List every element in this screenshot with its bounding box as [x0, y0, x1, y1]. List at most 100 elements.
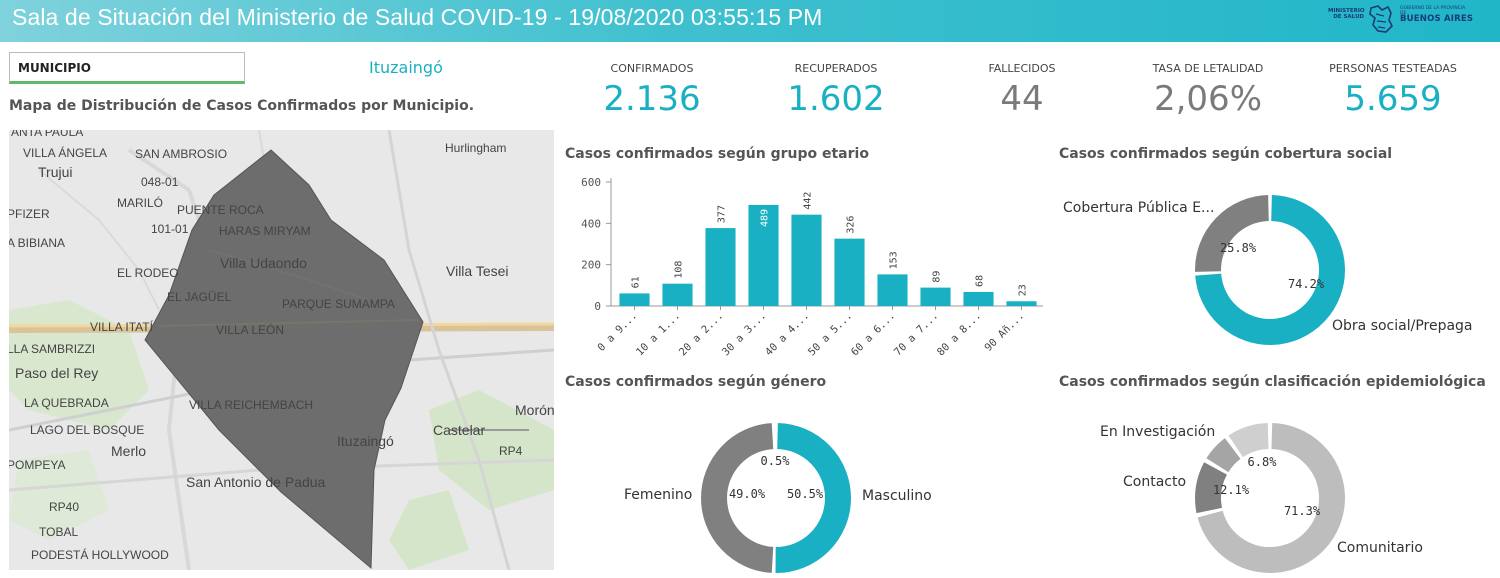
- map-label: Morón: [515, 402, 554, 418]
- map-label: VILLA REICHEMBACH: [189, 398, 314, 412]
- donut-label: Femenino: [624, 487, 693, 503]
- bar[interactable]: [963, 291, 994, 306]
- map-label: Villa Udaondo: [220, 255, 307, 271]
- kpi-label: RECUPERADOS: [794, 62, 878, 75]
- bar[interactable]: [748, 204, 779, 306]
- map-label: PUENTE ROCA: [177, 203, 264, 217]
- x-tick-label: 70 a 7...: [892, 310, 941, 359]
- logo-ministry-text: MINISTERIO DE SALUD: [1328, 8, 1365, 20]
- donut-slice[interactable]: [1195, 195, 1345, 345]
- kpi-personas-testeadas: PERSONAS TESTEADAS 5.659: [1318, 62, 1468, 119]
- donut-percent-label: 0.5%: [761, 454, 791, 468]
- province-shield-icon: [1369, 5, 1393, 33]
- map-label: Paso del Rey: [15, 365, 99, 381]
- bar-value-label: 153: [889, 251, 900, 269]
- map-label: HARAS MIRYAM: [219, 224, 311, 238]
- kpi-label: PERSONAS TESTEADAS: [1329, 62, 1457, 75]
- epi-chart-title: Casos confirmados según clasificación ep…: [1059, 374, 1486, 390]
- logo-gov-text: GOBIERNO DE LA PROVINCIA DE: [1400, 6, 1466, 16]
- map-label: ANTA PAULA: [11, 130, 84, 139]
- kpi-value: 1.602: [787, 79, 885, 119]
- map-label: MARILÓ: [117, 196, 164, 210]
- map-label: TOBAL: [39, 525, 79, 539]
- donut-slice[interactable]: [1195, 462, 1228, 514]
- x-tick-label: 0 a 9...: [595, 310, 639, 354]
- municipio-filter[interactable]: MUNICIPIO: [9, 52, 245, 84]
- bar-value-label: 442: [803, 192, 814, 210]
- distribution-map[interactable]: ANTA PAULA VILLA ÁNGELA SAN AMBROSIO Hur…: [9, 130, 554, 570]
- logo-province-text: BUENOS AIRES: [1400, 14, 1474, 24]
- kpi-value: 44: [1000, 79, 1044, 119]
- coverage-donut-chart[interactable]: 25.8% 74.2%: [1190, 190, 1350, 350]
- age-bar-chart[interactable]: 0 200 400 600 61 0 a 9... 108 10 a 1... 377 20 a …: [565, 170, 1045, 360]
- kpi-confirmados: CONFIRMADOS 2.136: [592, 62, 712, 119]
- header-bar: Sala de Situación del Ministerio de Salu…: [0, 0, 1500, 42]
- municipio-filter-label: MUNICIPIO: [18, 61, 91, 75]
- kpi-value: 2,06%: [1153, 79, 1262, 119]
- bar[interactable]: [619, 293, 650, 306]
- x-tick-label: 50 a 5...: [806, 310, 855, 359]
- donut-percent-label: 25.8%: [1220, 241, 1257, 255]
- map-title: Mapa de Distribución de Casos Confirmado…: [9, 98, 475, 114]
- donut-slice[interactable]: [775, 423, 851, 573]
- bar-value-label: 489: [760, 209, 771, 227]
- map-label: San Antonio de Padua: [186, 474, 326, 490]
- map-label: A BIBIANA: [9, 236, 66, 250]
- bar[interactable]: [877, 274, 908, 306]
- bar[interactable]: [705, 228, 736, 306]
- map-label: Villa Tesei: [446, 263, 509, 279]
- donut-slice[interactable]: [1197, 423, 1345, 573]
- donut-label: Cobertura Pública E...: [1063, 200, 1215, 216]
- ministry-logo: MINISTERIO DE SALUD GOBIERNO DE LA PROVI…: [1318, 2, 1478, 38]
- bar-value-label: 89: [932, 271, 943, 283]
- map-label: 101-01: [151, 222, 189, 236]
- map-label: VILLA ITATÍ: [90, 320, 153, 334]
- kpi-value: 5.659: [1344, 79, 1442, 119]
- donut-label: Comunitario: [1337, 540, 1423, 556]
- donut-percent-label: 6.8%: [1248, 455, 1278, 469]
- coverage-chart-title: Casos confirmados según cobertura social: [1059, 146, 1393, 162]
- map-label: RP40: [49, 500, 80, 514]
- map-label: LLA SAMBRIZZI: [9, 342, 96, 356]
- map-label: Trujui: [38, 164, 73, 180]
- y-tick-label: 200: [581, 259, 601, 272]
- donut-label: Contacto: [1123, 474, 1187, 490]
- map-canvas: [9, 130, 554, 570]
- map-label: PARQUE SUMAMPA: [282, 297, 395, 311]
- map-label: EL RODEO: [117, 266, 179, 280]
- gender-donut-chart[interactable]: 0.5% 49.0% 50.5%: [696, 418, 856, 578]
- donut-label: Masculino: [862, 488, 932, 504]
- map-label: Castelar: [433, 422, 486, 438]
- bar[interactable]: [1006, 301, 1037, 306]
- map-label: RP4: [499, 444, 523, 458]
- bar[interactable]: [920, 287, 951, 306]
- bar[interactable]: [791, 214, 822, 306]
- donut-slice[interactable]: [1228, 423, 1270, 458]
- x-tick-label: 80 a 8...: [935, 310, 984, 359]
- donut-percent-label: 49.0%: [729, 487, 766, 501]
- donut-label: Obra social/Prepaga: [1332, 318, 1473, 334]
- y-tick-label: 0: [594, 300, 601, 313]
- bar[interactable]: [834, 238, 865, 306]
- bar[interactable]: [662, 283, 693, 306]
- map-label: 048-01: [141, 175, 179, 189]
- bar-value-label: 108: [674, 261, 685, 279]
- gender-chart-title: Casos confirmados según género: [565, 374, 827, 390]
- donut-slice[interactable]: [701, 423, 774, 573]
- map-label: SAN AMBROSIO: [135, 147, 228, 161]
- map-label: PFIZER: [9, 207, 50, 221]
- y-tick-label: 400: [581, 217, 601, 230]
- donut-percent-label: 12.1%: [1213, 483, 1250, 497]
- kpi-label: FALLECIDOS: [988, 62, 1056, 75]
- donut-percent-label: 74.2%: [1288, 277, 1325, 291]
- donut-slice[interactable]: [1195, 195, 1270, 272]
- map-label: VILLA LEÓN: [216, 323, 285, 337]
- bar-value-label: 326: [846, 216, 857, 234]
- page-title: Sala de Situación del Ministerio de Salu…: [12, 4, 823, 30]
- y-tick-label: 600: [581, 176, 601, 189]
- epi-donut-chart[interactable]: 6.8% 12.1% 71.3%: [1190, 418, 1350, 578]
- x-tick-label: 60 a 6...: [849, 310, 898, 359]
- map-label: VILLA ÁNGELA: [23, 146, 108, 160]
- map-label: LA QUEBRADA: [24, 396, 109, 410]
- donut-slice[interactable]: [1206, 438, 1241, 473]
